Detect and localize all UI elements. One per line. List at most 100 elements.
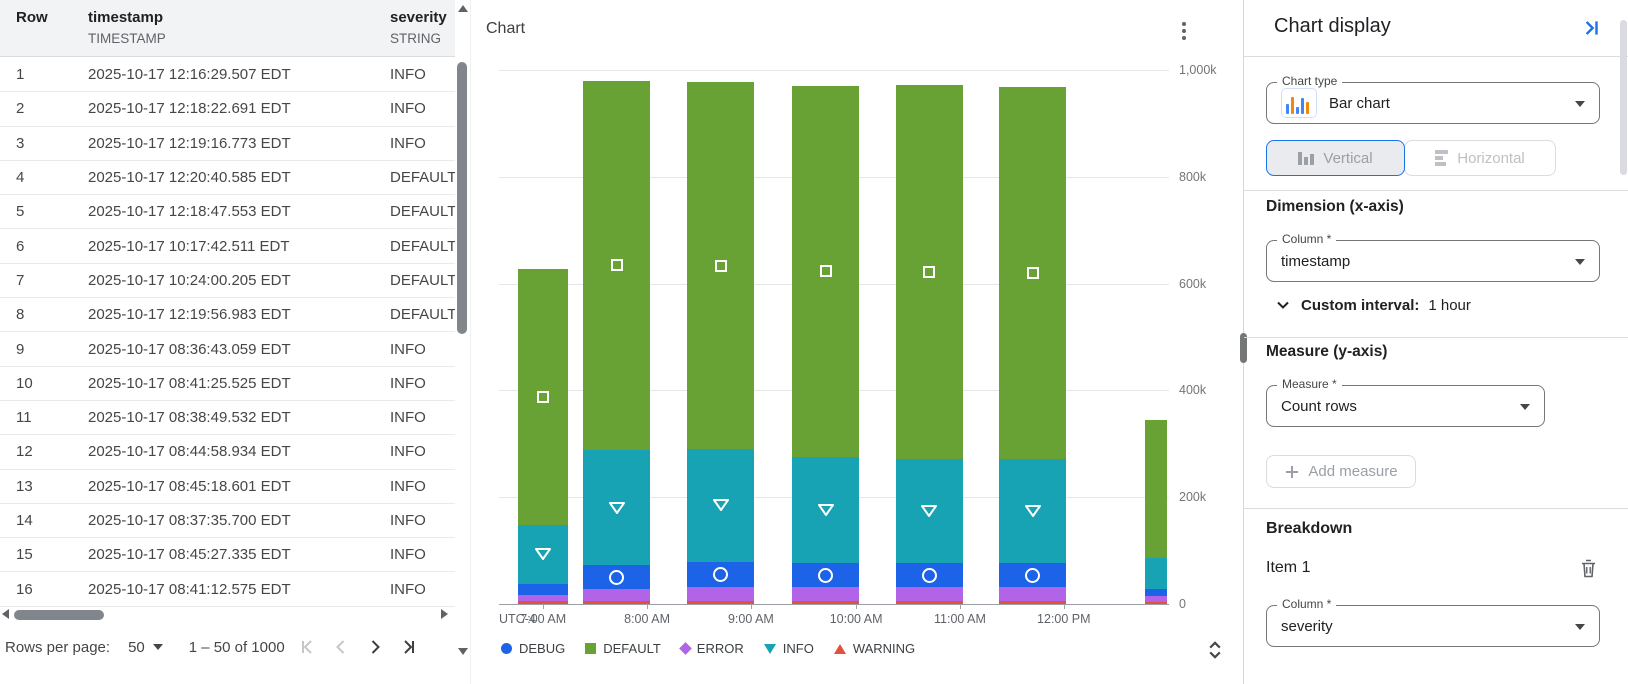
bar-segment-error xyxy=(583,589,651,601)
bar-segment-error xyxy=(792,587,860,601)
severity-cell: INFO xyxy=(390,100,426,118)
stacked-bar xyxy=(895,84,963,604)
chevron-down-icon xyxy=(1575,259,1585,265)
dimension-column-select[interactable]: Column * timestamp xyxy=(1266,232,1600,282)
stacked-bar xyxy=(1144,419,1167,604)
severity-cell: INFO xyxy=(390,340,426,358)
panel-title: Chart display xyxy=(1274,15,1391,37)
bar-segment-warning xyxy=(687,600,755,604)
panel-resize-handle[interactable] xyxy=(1240,333,1247,363)
severity-cell: DEFAULT xyxy=(390,237,455,255)
breakdown-item-row: Item 1 xyxy=(1266,556,1600,580)
horizontal-scrollbar-thumb[interactable] xyxy=(14,610,104,620)
vertical-scrollbar[interactable] xyxy=(455,0,470,665)
chart-type-select[interactable]: Chart type Bar chart xyxy=(1266,74,1600,124)
row-number: 5 xyxy=(16,203,25,221)
timestamp-cell: 2025-10-17 12:19:56.983 EDT xyxy=(88,306,291,324)
measure-value: Count rows xyxy=(1281,397,1357,415)
legend-item-warning: WARNING xyxy=(833,641,915,656)
chart-legend: DEBUG DEFAULT ERROR INFO WARNING xyxy=(501,641,915,656)
triangle-down-marker-icon xyxy=(607,500,627,516)
table-row: 14 2025-10-17 08:37:35.700 EDT INFO xyxy=(0,503,455,539)
horizontal-bars-icon xyxy=(1435,150,1449,166)
x-axis-tick-label: 10:00 AM xyxy=(829,612,883,626)
scroll-left-icon[interactable] xyxy=(2,609,9,619)
table-row: 12 2025-10-17 08:44:58.934 EDT INFO xyxy=(0,435,455,470)
table-row: 10 2025-10-17 08:41:25.525 EDT INFO xyxy=(0,366,455,401)
bar-segment-error xyxy=(1144,596,1167,603)
custom-interval-toggle[interactable]: Custom interval: 1 hour xyxy=(1274,296,1471,314)
scroll-right-icon[interactable] xyxy=(441,609,448,619)
bar-segment-warning xyxy=(895,600,963,604)
bar-segment-default xyxy=(1144,419,1167,558)
x-axis-tick xyxy=(647,604,649,609)
measure-select[interactable]: Measure * Count rows xyxy=(1266,377,1545,427)
custom-interval-value: 1 hour xyxy=(1428,296,1471,314)
y-axis-tick-label: 1,000k xyxy=(1179,63,1217,77)
chevron-down-icon xyxy=(1575,624,1585,630)
column-type: STRING xyxy=(390,31,442,46)
row-number: 4 xyxy=(16,169,25,187)
timestamp-cell: 2025-10-17 10:24:00.205 EDT xyxy=(88,271,291,289)
timestamp-cell: 2025-10-17 08:44:58.934 EDT xyxy=(88,443,291,461)
y-axis-tick-label: 400k xyxy=(1179,383,1207,398)
stacked-bar xyxy=(583,80,651,604)
severity-cell: DEFAULT xyxy=(390,203,455,221)
last-page-button[interactable] xyxy=(397,635,421,659)
column-label: Column * xyxy=(1277,232,1337,246)
bar-segment-default xyxy=(518,269,569,526)
vertical-toggle-button[interactable]: Vertical xyxy=(1266,140,1405,176)
collapse-panel-icon[interactable] xyxy=(1580,17,1602,39)
scroll-down-icon[interactable] xyxy=(458,648,468,655)
table-row: 1 2025-10-17 12:16:29.507 EDT INFO xyxy=(0,58,455,93)
y-axis-tick-label: 800k xyxy=(1179,169,1207,184)
gridline xyxy=(499,70,1169,71)
row-number: 6 xyxy=(16,237,25,255)
bar-segment-info xyxy=(583,450,651,566)
table-row: 6 2025-10-17 10:17:42.511 EDT DEFAULT xyxy=(0,229,455,264)
delete-breakdown-icon[interactable] xyxy=(1576,556,1600,580)
panel-scrollbar-thumb[interactable] xyxy=(1620,20,1627,175)
legend-item-error: ERROR xyxy=(678,641,744,656)
square-marker-icon xyxy=(610,258,624,272)
circle-marker-icon xyxy=(1024,567,1041,584)
column-header-severity: severity STRING xyxy=(390,0,455,56)
table-row: 7 2025-10-17 10:24:00.205 EDT DEFAULT xyxy=(0,263,455,299)
horizontal-scrollbar[interactable] xyxy=(0,607,455,624)
rows-per-page-caret-icon[interactable] xyxy=(152,644,163,650)
breakdown-column-select[interactable]: Column * severity xyxy=(1266,597,1600,647)
square-marker-icon xyxy=(922,265,936,279)
table-row: 15 2025-10-17 08:45:27.335 EDT INFO xyxy=(0,538,455,573)
severity-cell: INFO xyxy=(390,134,426,152)
timestamp-cell: 2025-10-17 08:38:49.532 EDT xyxy=(88,409,291,427)
next-page-button[interactable] xyxy=(363,635,387,659)
rows-per-page-label: Rows per page: xyxy=(5,638,111,656)
scroll-up-icon[interactable] xyxy=(458,5,468,12)
row-number: 15 xyxy=(16,546,33,564)
x-axis-tick-label: 9:00 AM xyxy=(727,612,774,626)
timestamp-cell: 2025-10-17 08:45:18.601 EDT xyxy=(88,477,291,495)
bar-segment-info xyxy=(895,458,963,564)
bar-segment-debug xyxy=(518,583,569,596)
square-icon xyxy=(585,643,597,654)
x-axis-tick xyxy=(543,604,545,609)
rows-per-page-value[interactable]: 50 xyxy=(128,638,145,656)
vertical-scrollbar-thumb[interactable] xyxy=(457,62,467,334)
circle-icon xyxy=(501,643,512,654)
row-number: 3 xyxy=(16,134,25,152)
column-name: severity xyxy=(390,9,447,26)
stacked-bar xyxy=(792,85,860,604)
bar-segment-warning xyxy=(518,601,569,604)
add-measure-button[interactable]: Add measure xyxy=(1266,455,1416,488)
unfold-more-icon[interactable] xyxy=(1204,638,1226,662)
timezone-label: UTC-4 xyxy=(499,612,536,626)
horizontal-toggle-button[interactable]: Horizontal xyxy=(1404,140,1556,176)
square-marker-icon xyxy=(1026,266,1040,280)
first-page-button[interactable] xyxy=(295,635,319,659)
row-number: 2 xyxy=(16,100,25,118)
previous-page-button[interactable] xyxy=(329,635,353,659)
row-number: 8 xyxy=(16,306,25,324)
table-body: 1 2025-10-17 12:16:29.507 EDT INFO 2 2025-10… xyxy=(0,58,455,607)
chart-options-kebab-icon[interactable] xyxy=(1174,17,1194,45)
